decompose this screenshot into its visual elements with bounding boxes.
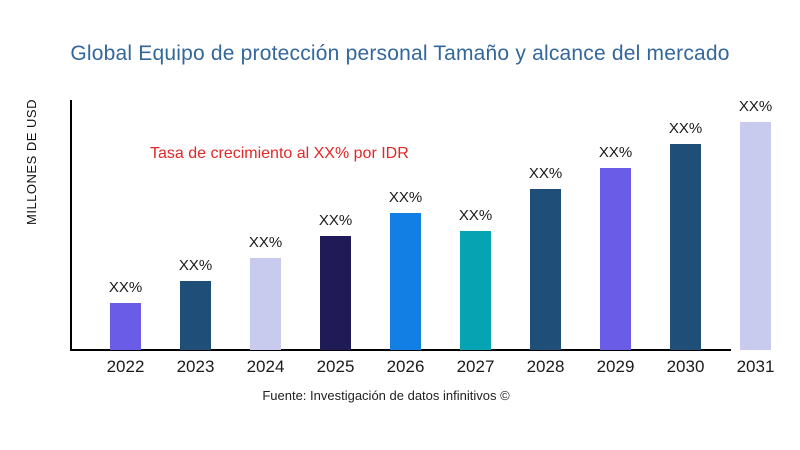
bar-2026 [390,213,421,350]
x-tick-2026: 2026 [386,357,425,376]
x-tick-2029: 2029 [596,357,635,376]
bar-2023 [180,281,211,350]
x-axis-line [70,349,731,351]
bar-value-label-2022: XX% [108,279,143,296]
x-tick-2025: 2025 [316,357,355,376]
x-tick-2030: 2030 [666,357,705,376]
bar-2031 [740,122,771,350]
bar-2024 [250,258,281,350]
bar-value-label-2029: XX% [598,144,633,161]
growth-rate-annotation: Tasa de crecimiento al XX% por IDR [150,145,409,162]
bar-2025 [320,236,351,350]
chart-title: Global Equipo de protección personal Tam… [70,42,730,65]
x-tick-2028: 2028 [526,357,565,376]
x-tick-2022: 2022 [106,357,145,376]
bar-value-label-2030: XX% [668,120,703,137]
source-caption: Fuente: Investigación de datos infinitiv… [262,388,510,403]
bar-2028 [530,189,561,350]
bar-value-label-2031: XX% [738,98,773,115]
x-tick-2024: 2024 [246,357,285,376]
bar-value-label-2028: XX% [528,165,563,182]
bar-value-label-2025: XX% [318,212,353,229]
bar-2029 [600,168,631,350]
bar-value-label-2026: XX% [388,189,423,206]
bar-2027 [460,231,491,350]
bar-2030 [670,144,701,350]
y-axis-line [70,100,72,351]
x-tick-2031: 2031 [736,357,775,376]
bar-value-label-2023: XX% [178,257,213,274]
x-tick-2023: 2023 [176,357,215,376]
bar-value-label-2027: XX% [458,207,493,224]
x-tick-2027: 2027 [456,357,495,376]
bar-2022 [110,303,141,350]
y-axis-label: MILLONES DE USD [24,99,39,225]
bar-value-label-2024: XX% [248,234,283,251]
